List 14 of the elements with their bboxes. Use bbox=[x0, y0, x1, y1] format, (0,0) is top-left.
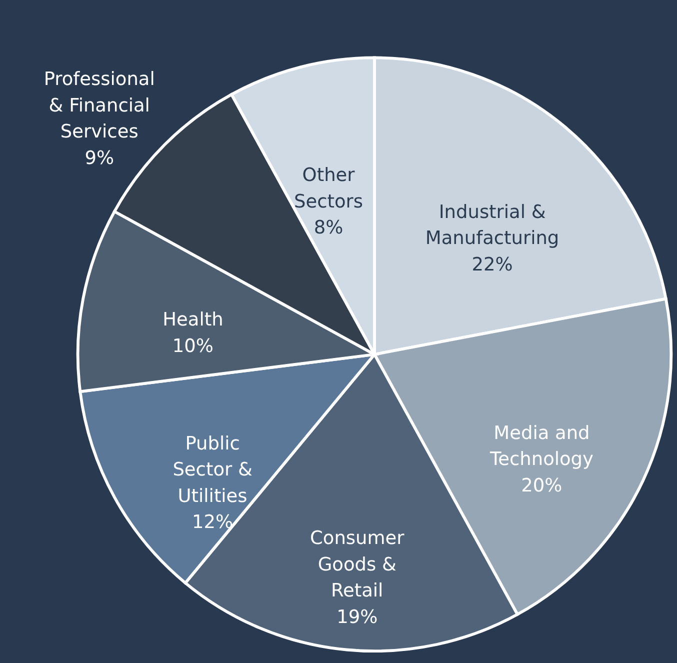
data-label: 19% bbox=[336, 607, 378, 628]
data-label: 9% bbox=[84, 148, 114, 169]
slice-label: Media and Technology bbox=[488, 422, 594, 470]
slice-label: Public Sector & Utilities bbox=[172, 433, 252, 507]
slice-label: Consumer Goods & Retail bbox=[310, 528, 405, 602]
data-label: 20% bbox=[521, 475, 562, 496]
data-label: 22% bbox=[472, 254, 513, 276]
data-label: 10% bbox=[172, 336, 214, 357]
slice-label: Other Sectors bbox=[294, 165, 364, 212]
slice-label: Industrial & Manufacturing bbox=[425, 202, 560, 250]
data-label: 12% bbox=[192, 512, 234, 534]
data-label: 8% bbox=[314, 218, 344, 239]
slice-label: Professional & Financial Services bbox=[44, 69, 155, 143]
slice-label: Health bbox=[162, 310, 224, 331]
